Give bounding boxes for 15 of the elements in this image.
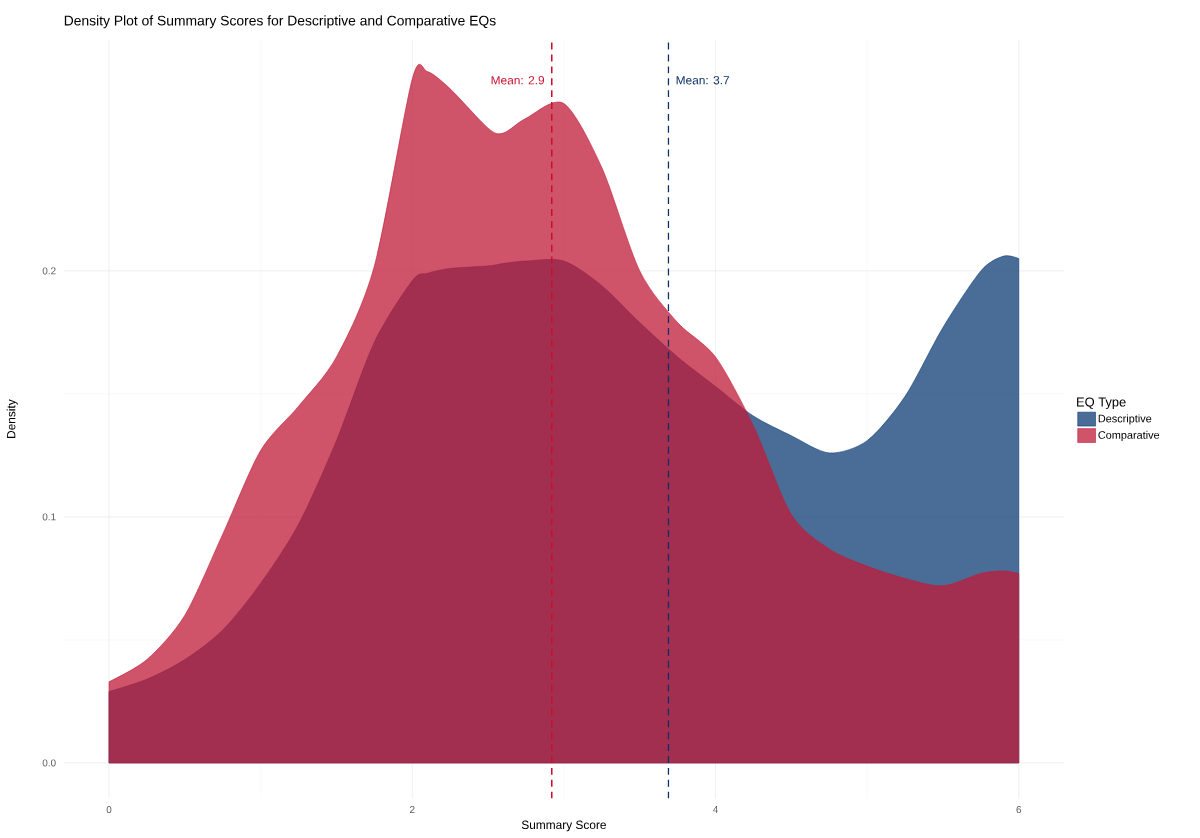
x-tick-label: 6 <box>1016 805 1022 813</box>
legend-label: Comparative <box>1098 430 1160 441</box>
x-axis-title: Summary Score <box>521 820 606 832</box>
y-tick-label: 0.1 <box>42 513 56 521</box>
ref-line-label: Mean: 2.9 <box>491 75 545 85</box>
chart-title: Density Plot of Summary Scores for Descriptive and Comparative EQs <box>64 15 496 29</box>
ref-line-label: Mean: 3.7 <box>676 75 730 85</box>
legend-label: Descriptive <box>1098 414 1152 425</box>
x-tick-label: 4 <box>713 805 718 813</box>
y-tick-label: 0.0 <box>42 759 56 767</box>
y-tick-label: 0.2 <box>42 267 56 275</box>
y-axis-title: Density <box>6 399 18 438</box>
x-tick-label: 0 <box>106 805 112 813</box>
x-tick-label: 2 <box>410 805 415 813</box>
legend-title: EQ Type <box>1077 397 1126 409</box>
